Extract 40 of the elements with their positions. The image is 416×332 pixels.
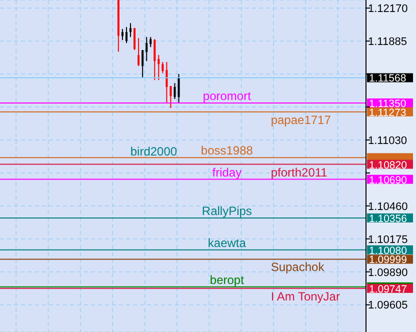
annotation: kaewta xyxy=(208,236,246,250)
ref-line-label: 1.10356 xyxy=(369,212,408,225)
annotation: friday xyxy=(212,165,242,180)
y-tick-label: 1.09890 xyxy=(368,266,408,279)
candlestick xyxy=(134,28,136,51)
ref-line-label: 1.10080 xyxy=(369,244,408,257)
y-tick-label: 1.10460 xyxy=(368,200,408,213)
candlestick xyxy=(125,26,128,44)
candlestick xyxy=(121,28,124,41)
candlestick xyxy=(166,62,168,104)
ref-line-label: 1.11568 xyxy=(369,72,406,85)
candlestick xyxy=(174,82,176,100)
candlestick xyxy=(178,74,180,104)
candlestick xyxy=(142,50,144,79)
candlestick xyxy=(138,38,140,67)
annotation: poromort xyxy=(202,88,252,103)
annotation: I Am TonyJar xyxy=(270,289,340,304)
ref-line-label: 1.10820 xyxy=(369,159,408,172)
ref-line-label: 1.09999 xyxy=(369,254,408,266)
annotation: RallyPips xyxy=(202,204,252,218)
candlestick xyxy=(130,22,132,38)
annotation: papae1717 xyxy=(270,112,332,127)
candlestick xyxy=(154,38,156,81)
candlestick xyxy=(158,54,160,81)
candlestick xyxy=(150,36,152,48)
annotation: bird2000 xyxy=(130,144,178,158)
candlestick xyxy=(146,36,148,62)
annotation: Supachok xyxy=(270,260,326,274)
candlestick xyxy=(162,62,164,74)
y-tick-label: 1.11030 xyxy=(368,134,407,147)
candlestick xyxy=(170,86,172,109)
y-tick-label: 1.09605 xyxy=(368,300,408,312)
y-tick-label: 1.12170 xyxy=(368,3,408,16)
annotation: beropt xyxy=(210,272,245,287)
ref-line-label: 1.10690 xyxy=(369,174,408,186)
y-tick-label: 1.11885 xyxy=(368,36,407,48)
y-tick-label: 1.10175 xyxy=(368,234,408,246)
ref-line-label: 1.09747 xyxy=(369,283,408,296)
annotation: boss1988 xyxy=(200,144,254,158)
annotation: pforth2011 xyxy=(270,165,328,180)
